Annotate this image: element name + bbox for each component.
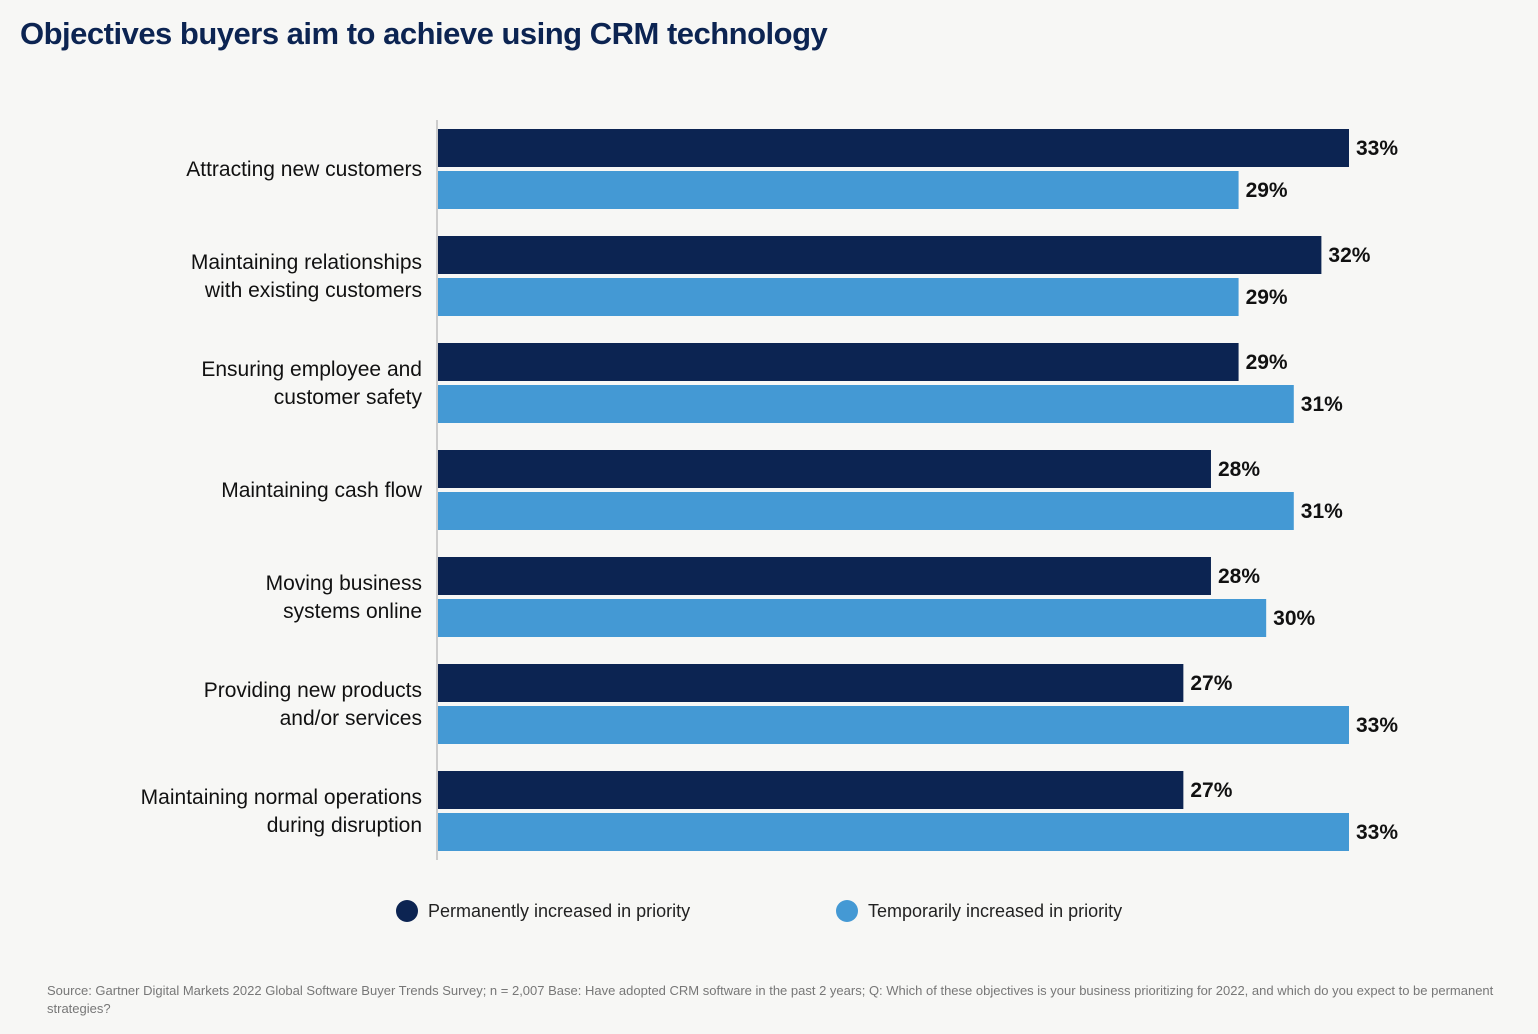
bar <box>438 129 1349 167</box>
data-label: 33% <box>1356 137 1398 160</box>
category-label: Providing new products and/or services <box>204 679 422 730</box>
category-label: Attracting new customers <box>186 158 422 181</box>
data-label: 27% <box>1190 779 1232 802</box>
bar <box>438 706 1349 744</box>
bar <box>438 450 1211 488</box>
category-label: Ensuring employee and customer safety <box>201 358 422 409</box>
data-label: 29% <box>1246 179 1288 202</box>
bar <box>438 343 1239 381</box>
data-label: 29% <box>1246 351 1288 374</box>
data-label: 30% <box>1273 607 1315 630</box>
category-label: Maintaining normal operations during disr… <box>141 786 422 837</box>
data-label: 32% <box>1328 244 1370 267</box>
legend-label: Permanently increased in priority <box>428 900 691 921</box>
bar <box>438 171 1239 209</box>
bar <box>438 385 1294 423</box>
category-label: Maintaining relationships with existing c… <box>191 251 422 302</box>
data-label: 28% <box>1218 458 1260 481</box>
bar <box>438 599 1267 637</box>
data-label: 31% <box>1301 393 1343 416</box>
bar <box>438 664 1184 702</box>
bar <box>438 813 1349 851</box>
bar <box>438 557 1211 595</box>
bar <box>438 236 1322 274</box>
legend-swatch <box>836 900 858 922</box>
legend-item-permanent: Permanently increased in priority <box>396 900 690 922</box>
bar <box>438 492 1294 530</box>
data-label: 29% <box>1246 286 1288 309</box>
bar-chart: Attracting new customers 33% 29% Maintainin… <box>141 120 1398 860</box>
data-label: 27% <box>1190 672 1232 695</box>
bar <box>438 771 1184 809</box>
category-label: Maintaining cash flow <box>221 479 423 502</box>
legend-item-temporary: Temporarily increased in priority <box>836 900 1122 922</box>
category-label: Moving business systems online <box>266 572 422 623</box>
bar <box>438 278 1239 316</box>
legend-label: Temporarily increased in priority <box>868 900 1123 921</box>
data-label: 31% <box>1301 500 1343 523</box>
chart-title: Objectives buyers aim to achieve using C… <box>20 16 828 51</box>
source-note: Source: Gartner Digital Markets 2022 Glo… <box>47 983 1494 1016</box>
data-label: 33% <box>1356 821 1398 844</box>
data-label: 33% <box>1356 714 1398 737</box>
data-label: 28% <box>1218 565 1260 588</box>
legend-swatch <box>396 900 418 922</box>
